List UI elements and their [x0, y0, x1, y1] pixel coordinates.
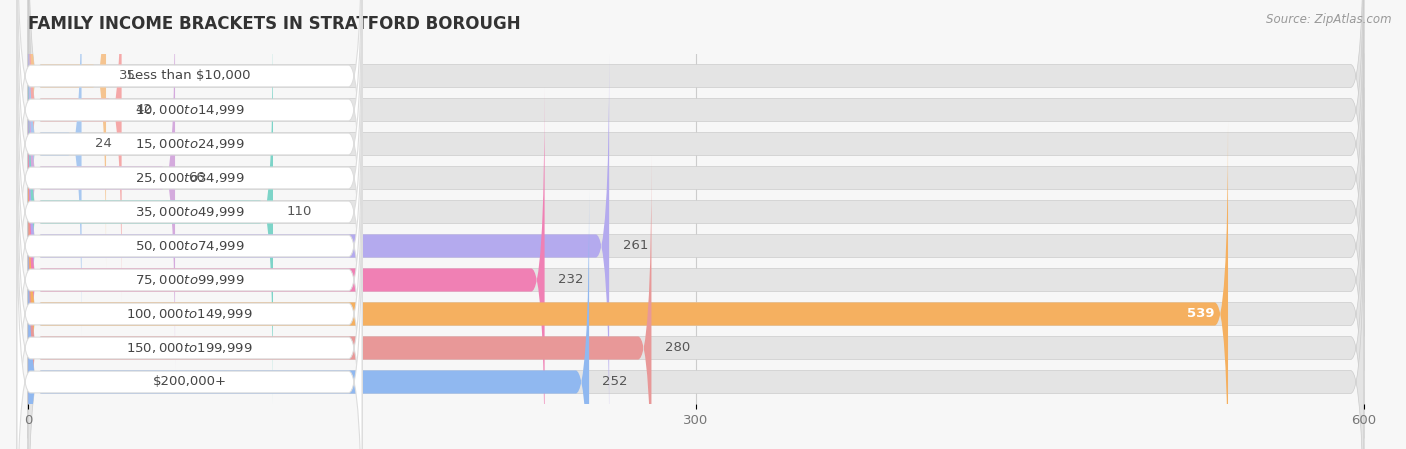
FancyBboxPatch shape: [28, 53, 609, 438]
Text: 252: 252: [603, 375, 628, 388]
Text: 110: 110: [287, 206, 312, 219]
FancyBboxPatch shape: [28, 189, 1364, 449]
Text: 539: 539: [1187, 308, 1215, 321]
Text: Source: ZipAtlas.com: Source: ZipAtlas.com: [1267, 13, 1392, 26]
FancyBboxPatch shape: [17, 19, 363, 405]
Text: $200,000+: $200,000+: [152, 375, 226, 388]
FancyBboxPatch shape: [28, 155, 1364, 449]
FancyBboxPatch shape: [28, 88, 1364, 449]
FancyBboxPatch shape: [17, 155, 363, 449]
FancyBboxPatch shape: [28, 0, 122, 303]
Text: 42: 42: [135, 103, 152, 116]
Text: $10,000 to $14,999: $10,000 to $14,999: [135, 103, 245, 117]
Text: $75,000 to $99,999: $75,000 to $99,999: [135, 273, 245, 287]
Text: 66: 66: [188, 172, 205, 185]
FancyBboxPatch shape: [17, 0, 363, 269]
Text: $150,000 to $199,999: $150,000 to $199,999: [127, 341, 253, 355]
Text: 261: 261: [623, 239, 648, 252]
FancyBboxPatch shape: [28, 122, 1364, 449]
Text: $15,000 to $24,999: $15,000 to $24,999: [135, 137, 245, 151]
FancyBboxPatch shape: [28, 189, 589, 449]
Text: $35,000 to $49,999: $35,000 to $49,999: [135, 205, 245, 219]
Text: Less than $10,000: Less than $10,000: [128, 70, 250, 83]
Text: $25,000 to $34,999: $25,000 to $34,999: [135, 171, 245, 185]
Text: $100,000 to $149,999: $100,000 to $149,999: [127, 307, 253, 321]
Text: 24: 24: [96, 137, 112, 150]
FancyBboxPatch shape: [28, 0, 1364, 370]
Text: $50,000 to $74,999: $50,000 to $74,999: [135, 239, 245, 253]
FancyBboxPatch shape: [28, 122, 1227, 449]
FancyBboxPatch shape: [17, 87, 363, 449]
FancyBboxPatch shape: [17, 0, 363, 303]
FancyBboxPatch shape: [17, 53, 363, 439]
FancyBboxPatch shape: [28, 155, 651, 449]
FancyBboxPatch shape: [17, 0, 363, 371]
FancyBboxPatch shape: [28, 0, 1364, 303]
FancyBboxPatch shape: [17, 121, 363, 449]
Text: 280: 280: [665, 342, 690, 355]
FancyBboxPatch shape: [28, 20, 1364, 405]
FancyBboxPatch shape: [28, 0, 105, 269]
Text: 232: 232: [558, 273, 583, 286]
Text: 35: 35: [120, 70, 136, 83]
FancyBboxPatch shape: [28, 0, 176, 370]
FancyBboxPatch shape: [28, 0, 1364, 269]
FancyBboxPatch shape: [28, 0, 82, 336]
FancyBboxPatch shape: [28, 20, 273, 405]
FancyBboxPatch shape: [17, 189, 363, 449]
FancyBboxPatch shape: [28, 0, 1364, 336]
FancyBboxPatch shape: [17, 0, 363, 337]
FancyBboxPatch shape: [28, 88, 544, 449]
Text: FAMILY INCOME BRACKETS IN STRATFORD BOROUGH: FAMILY INCOME BRACKETS IN STRATFORD BORO…: [28, 15, 520, 33]
FancyBboxPatch shape: [28, 53, 1364, 438]
